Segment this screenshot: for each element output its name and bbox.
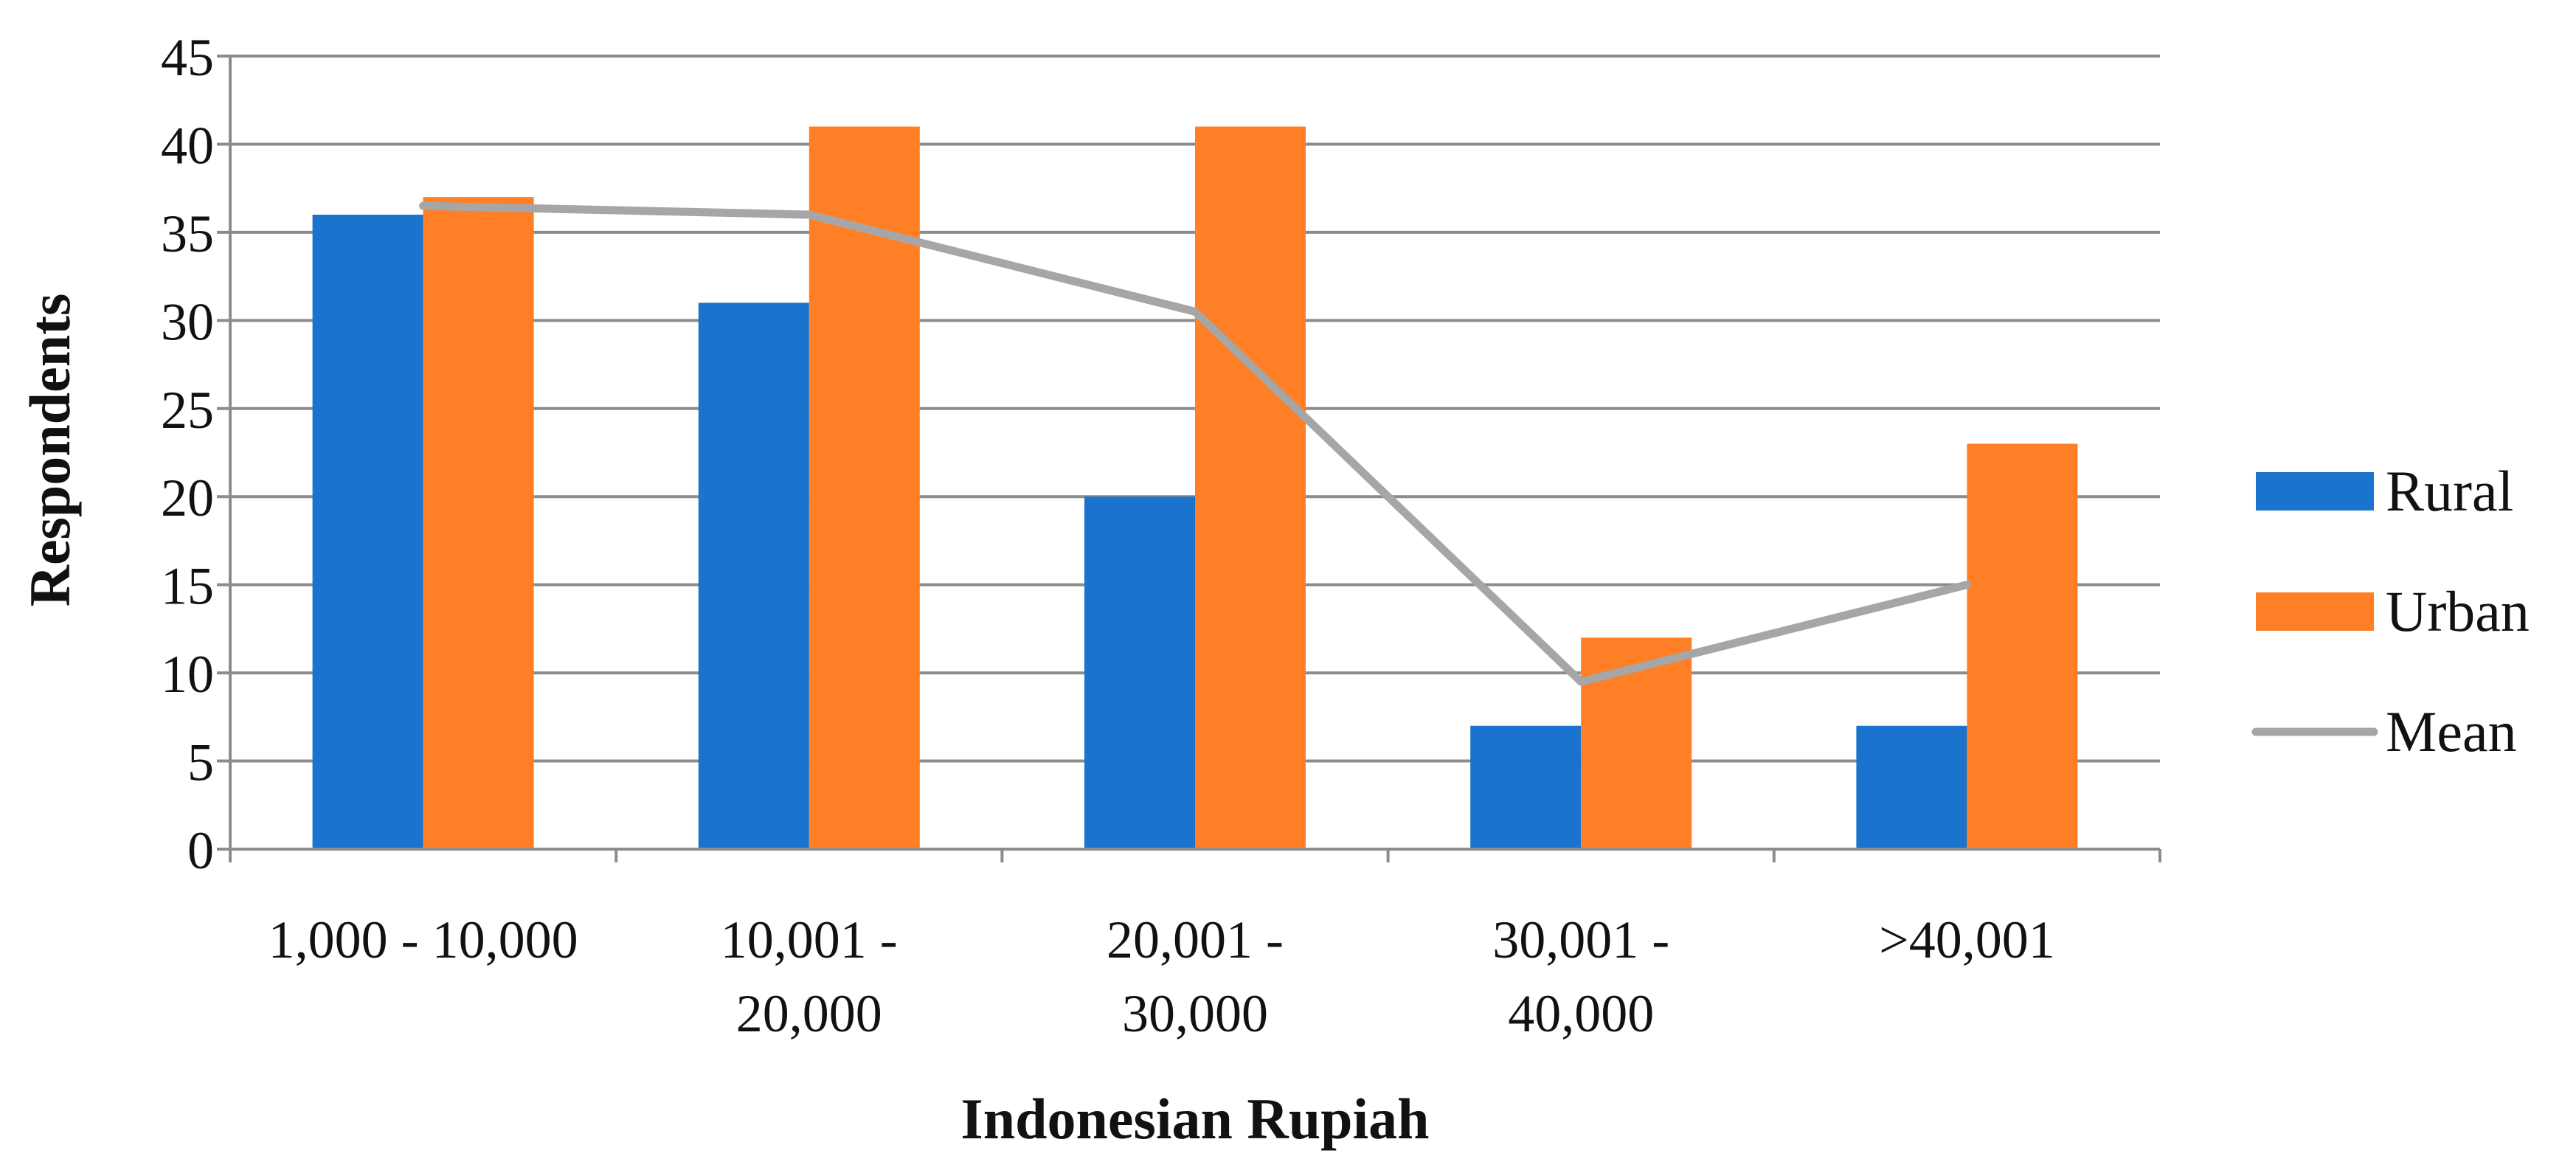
x-tick-label: 30,001 - [1492, 910, 1669, 969]
y-tick-label: 30 [161, 292, 214, 351]
bar-urban [1967, 443, 2078, 849]
y-tick-labels: 0 5 10 15 20 25 30 35 40 45 [161, 28, 214, 880]
y-tick-label: 25 [161, 381, 214, 440]
axes [217, 55, 2161, 862]
bar-rural [698, 302, 809, 849]
x-tick-label: >40,001 [1879, 910, 2055, 969]
line-mean [419, 201, 1971, 686]
legend-swatch-urban [2256, 592, 2374, 631]
x-tick-label: 1,000 - 10,000 [269, 910, 578, 969]
x-tick-labels: 1,000 - 10,000 10,001 - 20,000 20,001 - 30,0… [269, 910, 2055, 1043]
y-tick-label: 5 [187, 733, 214, 792]
legend-label-urban: Urban [2386, 579, 2530, 643]
x-tick-label: 40,000 [1508, 984, 1654, 1043]
bar-rural [312, 215, 423, 849]
bar-urban [423, 197, 534, 850]
y-tick-label: 0 [187, 821, 214, 880]
x-axis-title: Indonesian Rupiah [960, 1087, 1429, 1151]
x-tick-label: 30,000 [1122, 984, 1268, 1043]
y-tick-label: 35 [161, 204, 214, 263]
legend: Rural Urban Mean [2251, 459, 2530, 764]
bar-urban [809, 126, 920, 850]
bar-urban [1195, 126, 1306, 850]
bar-rural [1856, 725, 1967, 849]
x-tick-label: 20,000 [736, 984, 882, 1043]
y-tick-label: 10 [161, 645, 214, 704]
x-tick-label: 20,001 - [1107, 910, 1284, 969]
bars [312, 126, 2078, 850]
bar-rural [1084, 496, 1195, 849]
y-tick-label: 40 [161, 116, 214, 175]
legend-swatch-rural [2256, 472, 2374, 511]
x-tick-label: 10,001 - [721, 910, 898, 969]
y-axis-title: Respondents [18, 294, 82, 607]
y-tick-label: 15 [161, 557, 214, 616]
bar-rural [1470, 725, 1582, 849]
legend-label-rural: Rural [2386, 459, 2513, 523]
legend-label-mean: Mean [2386, 699, 2517, 764]
mean-line [419, 201, 1971, 686]
y-tick-label: 20 [161, 468, 214, 527]
y-tick-label: 45 [161, 28, 214, 87]
